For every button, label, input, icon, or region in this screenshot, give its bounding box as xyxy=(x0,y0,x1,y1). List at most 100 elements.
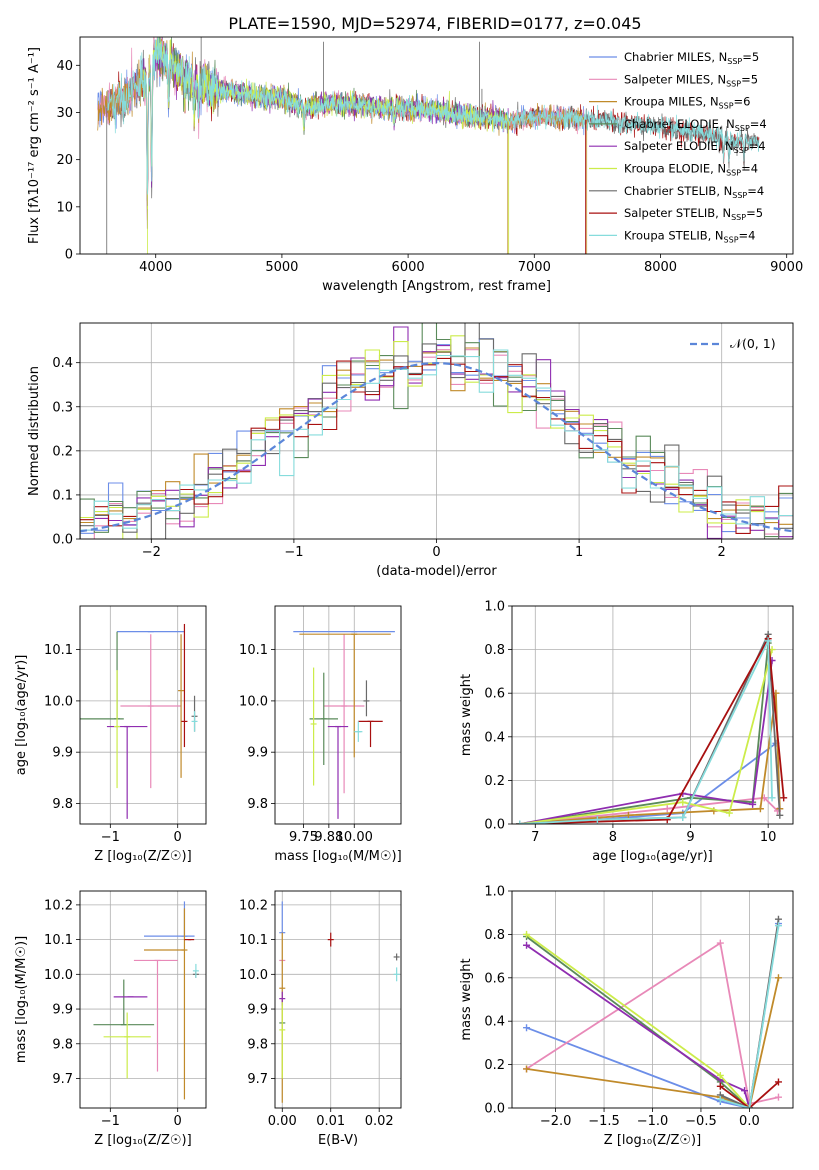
mass-vs-ebv-xtick-label: 0.02 xyxy=(365,1114,394,1129)
age-vs-Z-ytick-label: 10.1 xyxy=(44,643,73,658)
age-vs-Z-points xyxy=(80,623,198,819)
weight-marker xyxy=(780,794,788,802)
residuals-xtick-label: −2 xyxy=(142,545,161,560)
age-vs-Z-xtick-label: −1 xyxy=(101,830,120,845)
weight-series-salpeter-elodie xyxy=(519,660,773,824)
mass-vs-ebv-xtick-label: 0.00 xyxy=(268,1114,297,1129)
spectrum-xlabel: wavelength [Angstrom, rest frame] xyxy=(322,279,551,294)
mass-vs-Z-ytick-label: 9.7 xyxy=(52,1072,73,1087)
legend-nssp: =5 xyxy=(742,50,759,64)
legend-subscript: SSP xyxy=(727,57,742,66)
age-vs-mass-xtick-label: 9.75 xyxy=(289,830,318,845)
age-vs-mass-points xyxy=(293,631,395,819)
weight-series-salpeter-elodie xyxy=(525,944,751,1108)
mass-vs-Z-points xyxy=(93,901,199,1100)
weight-vs-Z-xtick-label: −0.5 xyxy=(685,1114,717,1129)
mass-vs-ebv-ytick-label: 10.0 xyxy=(239,968,268,983)
legend-nssp: =4 xyxy=(739,228,756,242)
weight-series-kroupa-stelib xyxy=(720,925,780,1108)
spectrum-series-kroupa-stelib xyxy=(107,37,760,195)
mass-vs-ebv-frame xyxy=(274,890,402,1109)
errorbar-point xyxy=(299,633,391,758)
mass-vs-Z-ytick-label: 9.8 xyxy=(52,1037,73,1052)
weight-marker xyxy=(523,941,531,949)
age-vs-mass-xtick-label: 9.88 xyxy=(314,830,343,845)
weight-vs-Z-ytick-label: 0.8 xyxy=(484,928,505,943)
weight-marker xyxy=(679,798,687,806)
mass-vs-ebv-ytick-label: 9.9 xyxy=(247,1003,268,1018)
weight-marker xyxy=(593,816,601,824)
weight-marker xyxy=(768,794,776,802)
errorbar-point xyxy=(309,672,338,766)
residuals-ytick-label: 0.4 xyxy=(52,356,73,371)
errorbar-point xyxy=(106,725,148,819)
age-vs-Z-ytick-label: 10.0 xyxy=(44,694,73,709)
errorbar-point xyxy=(93,979,155,1026)
legend-model-name: Kroupa ELODIE, N xyxy=(624,162,726,176)
age-vs-Z-ytick-label: 9.8 xyxy=(52,797,73,812)
errorbar-point xyxy=(279,1002,286,1079)
weight-vs-Z-xtick-label: −2.0 xyxy=(540,1114,572,1129)
weight-marker xyxy=(516,820,524,824)
errorbar-point xyxy=(327,932,334,947)
mass-vs-ebv-xtick-label: 0.01 xyxy=(316,1114,345,1129)
weight-marker xyxy=(776,811,784,819)
weight-vs-Z-xlabel: Z [log₁₀(Z/Z☉)] xyxy=(604,1133,701,1148)
age-vs-mass-frame xyxy=(274,605,402,825)
legend-model-name: Chabrier MILES, N xyxy=(624,50,727,64)
legend-subscript: SSP xyxy=(726,79,741,88)
errorbar-point xyxy=(181,623,188,748)
weight-vs-age-xtick-label: 7 xyxy=(531,830,539,845)
spectrum-axes: 4000 5000 6000 7000 8000 9000 0 10 20 30 40 wavelen… xyxy=(27,47,803,294)
weight-vs-Z-xtick-label: −1.0 xyxy=(637,1114,669,1129)
legend-nssp: =6 xyxy=(734,95,751,109)
legend-label: Kroupa ELODIE, NSSP=4 xyxy=(624,162,758,178)
spectrum-xtick-label: 8000 xyxy=(644,260,677,275)
weight-marker xyxy=(741,1087,749,1095)
weight-series-salpeter-stelib xyxy=(719,1081,780,1108)
mass-vs-Z-ytick-label: 10.2 xyxy=(44,898,73,913)
weight-vs-Z-xtick-label: −1.5 xyxy=(588,1114,620,1129)
residuals-ytick-label: 0.2 xyxy=(52,444,73,459)
weight-marker xyxy=(523,930,531,938)
age-vs-Z-xtick-label: 0 xyxy=(174,830,182,845)
weight-vs-age-ytick-label: 0.2 xyxy=(484,774,505,789)
spectrum-ytick-label: 20 xyxy=(56,153,73,168)
weight-vs-Z-lines xyxy=(523,915,782,1108)
weight-marker xyxy=(716,939,724,947)
residuals-xtick-label: 2 xyxy=(718,545,726,560)
weight-marker xyxy=(663,805,671,813)
residuals-ytick-label: 0.1 xyxy=(52,488,73,503)
errorbar-point xyxy=(120,634,182,789)
weight-series-kroupa-miles xyxy=(526,977,780,1108)
mass-vs-Z-xtick-label: 0 xyxy=(174,1114,182,1129)
weight-marker xyxy=(756,805,764,813)
spectrum-ytick-label: 40 xyxy=(56,59,73,74)
weight-marker xyxy=(523,1065,531,1073)
legend-nssp: =5 xyxy=(741,72,758,86)
weight-vs-Z-frame xyxy=(511,890,794,1109)
errorbar-point xyxy=(192,963,199,978)
legend-nssp: =4 xyxy=(741,162,758,176)
spectrum-xtick-label: 9000 xyxy=(770,260,803,275)
residuals-series-kroupa-stelib xyxy=(80,349,793,539)
legend-label: Salpeter STELIB, NSSP=5 xyxy=(624,206,763,222)
mass-vs-Z-ytick-label: 9.9 xyxy=(52,1003,73,1018)
weight-marker xyxy=(774,974,782,982)
weight-vs-Z-ytick-label: 0.2 xyxy=(484,1058,505,1073)
errorbar-point xyxy=(323,634,365,794)
figure-title: PLATE=1590, MJD=52974, FIBERID=0177, z=0… xyxy=(228,14,641,33)
errorbar-point xyxy=(178,634,185,778)
legend-label: Salpeter ELODIE, NSSP=4 xyxy=(624,139,766,155)
weight-marker xyxy=(774,915,782,923)
spectrum-lines xyxy=(97,37,760,254)
age-vs-mass-ytick-label: 9.8 xyxy=(247,797,268,812)
weight-vs-age-xtick-label: 10 xyxy=(760,830,777,845)
legend-subscript: SSP xyxy=(726,169,741,178)
legend-model-name: Salpeter STELIB, N xyxy=(624,206,731,220)
weight-marker xyxy=(716,1082,724,1090)
normal-curve xyxy=(80,361,793,533)
weight-vs-age-ylabel: mass weight xyxy=(459,674,474,756)
weight-marker xyxy=(774,922,782,930)
age-vs-mass-ytick-label: 9.9 xyxy=(247,746,268,761)
